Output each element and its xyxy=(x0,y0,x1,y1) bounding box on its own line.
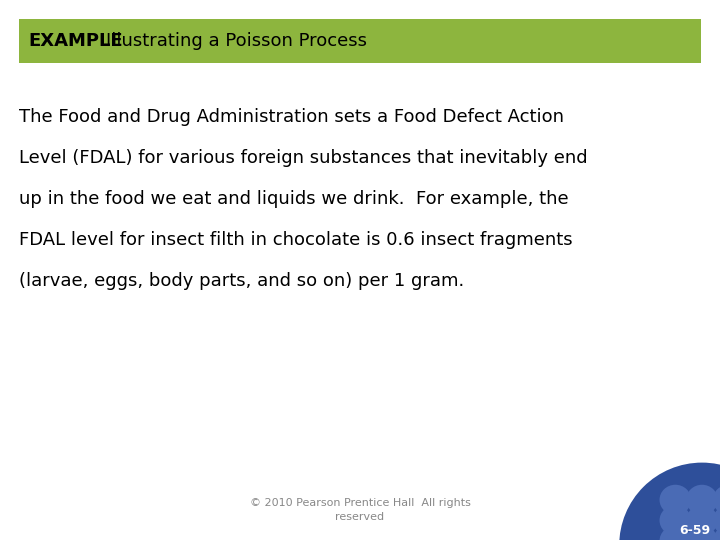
Ellipse shape xyxy=(660,505,691,536)
Text: (larvae, eggs, body parts, and so on) per 1 gram.: (larvae, eggs, body parts, and so on) pe… xyxy=(19,272,464,290)
Ellipse shape xyxy=(713,526,720,540)
Ellipse shape xyxy=(713,485,720,515)
Ellipse shape xyxy=(686,526,718,540)
Text: Illustrating a Poisson Process: Illustrating a Poisson Process xyxy=(106,32,366,50)
Text: up in the food we eat and liquids we drink.  For example, the: up in the food we eat and liquids we dri… xyxy=(19,190,569,208)
FancyBboxPatch shape xyxy=(19,19,701,63)
Text: © 2010 Pearson Prentice Hall  All rights
reserved: © 2010 Pearson Prentice Hall All rights … xyxy=(250,498,470,522)
Ellipse shape xyxy=(686,485,718,515)
Text: The Food and Drug Administration sets a Food Defect Action: The Food and Drug Administration sets a … xyxy=(19,108,564,126)
Ellipse shape xyxy=(713,505,720,536)
Text: 6-59: 6-59 xyxy=(679,524,711,537)
Text: Level (FDAL) for various foreign substances that inevitably end: Level (FDAL) for various foreign substan… xyxy=(19,149,588,167)
Ellipse shape xyxy=(686,505,718,536)
Ellipse shape xyxy=(660,526,691,540)
Text: EXAMPLE: EXAMPLE xyxy=(28,32,122,50)
Ellipse shape xyxy=(619,463,720,540)
Ellipse shape xyxy=(660,485,691,515)
Text: FDAL level for insect filth in chocolate is 0.6 insect fragments: FDAL level for insect filth in chocolate… xyxy=(19,231,573,249)
